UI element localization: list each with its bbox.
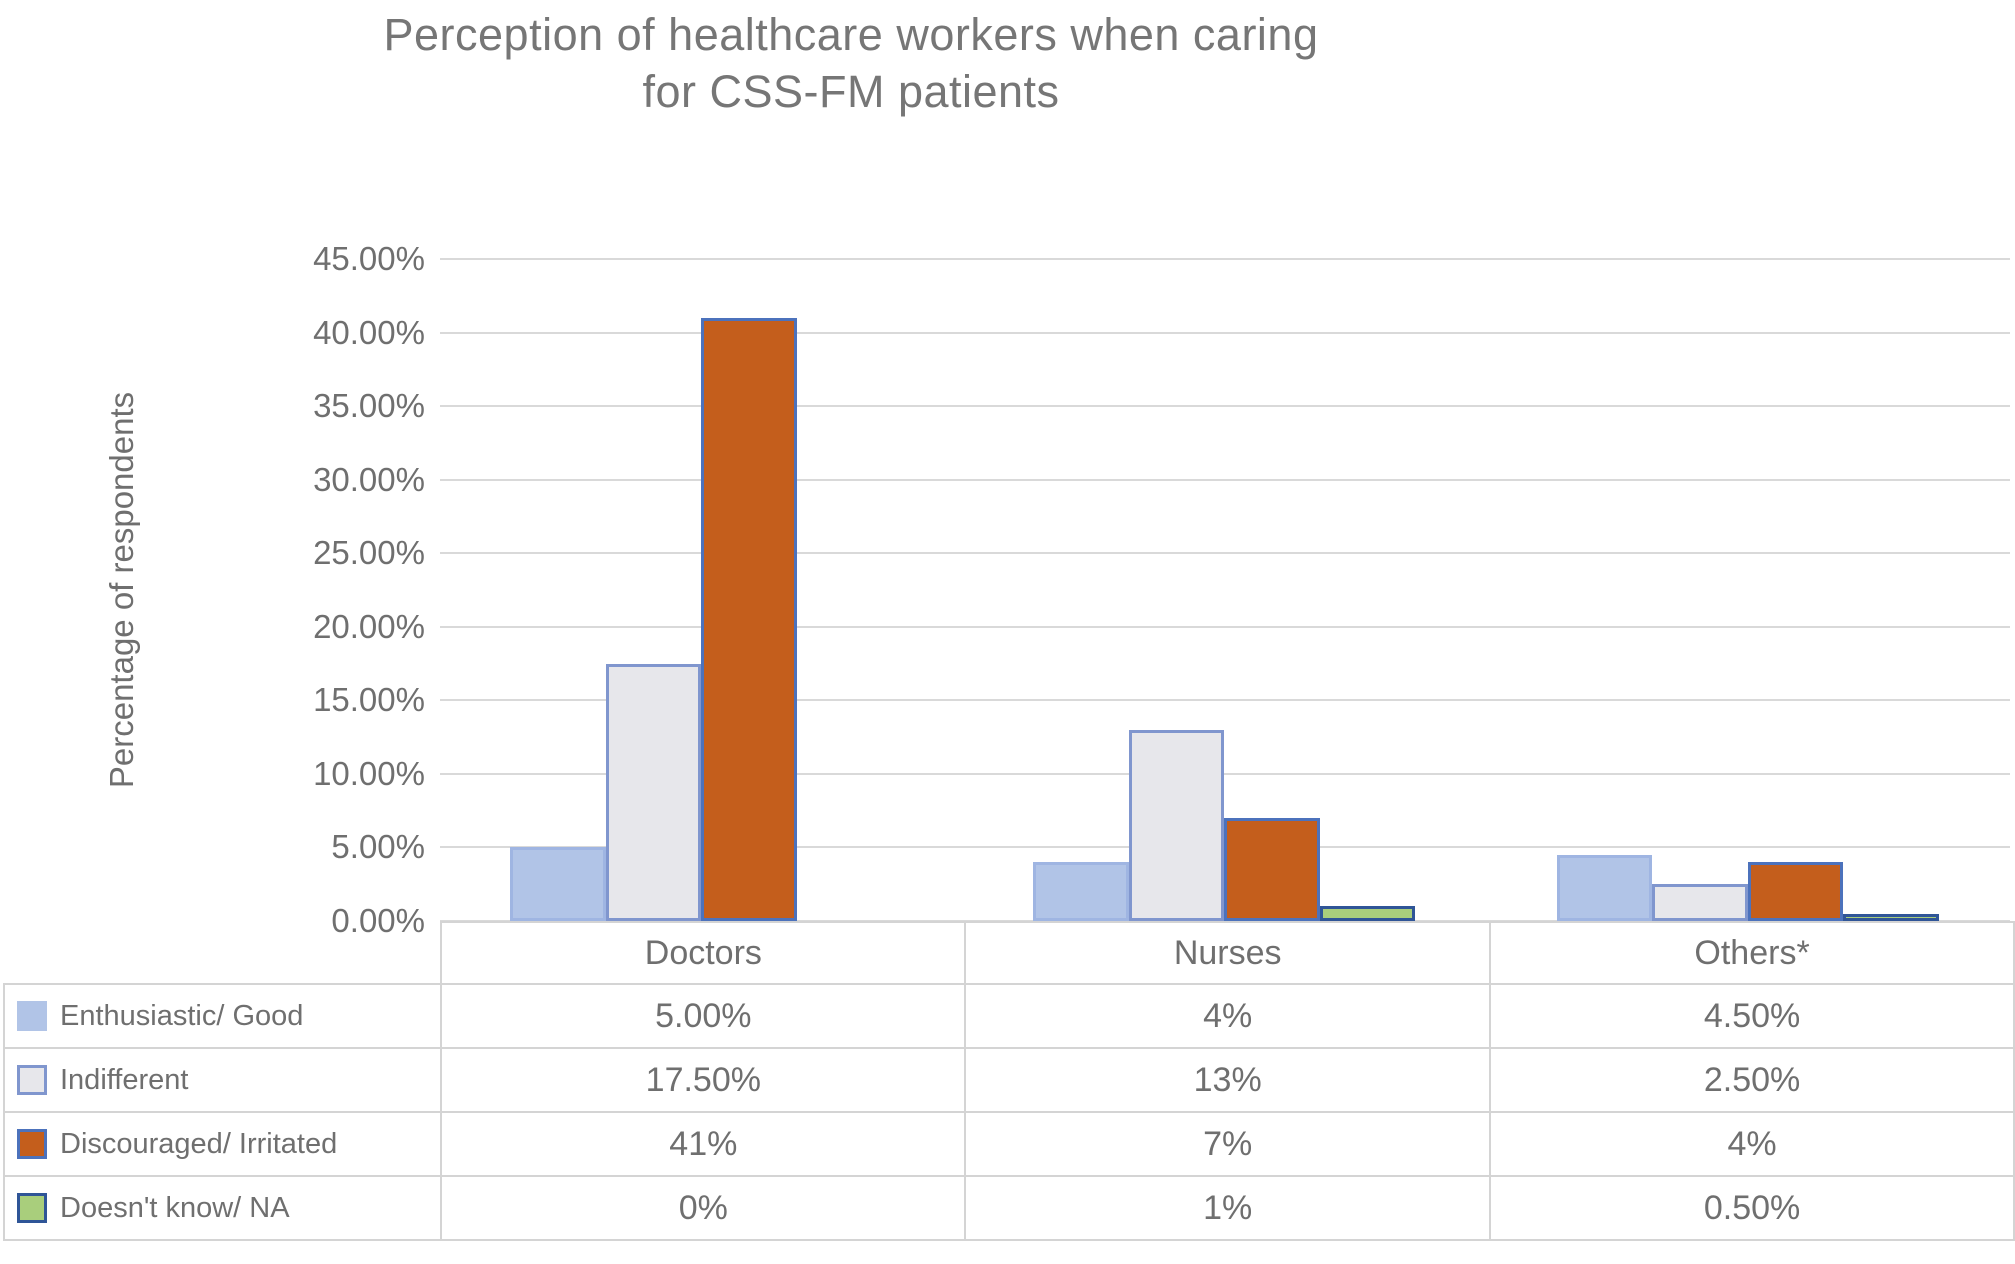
plot-area — [440, 258, 2010, 922]
legend-swatch-icon — [17, 1129, 47, 1159]
bar-doctors-series-2 — [701, 317, 797, 921]
gridline — [440, 331, 2010, 334]
legend-entry: Discouraged/ Irritated — [5, 1128, 440, 1161]
bar-others-series-1 — [1652, 884, 1748, 921]
bar-nurses-series-0 — [1033, 862, 1129, 921]
legend-swatch-icon — [17, 1001, 47, 1031]
legend-entry: Doesn't know/ NA — [5, 1192, 440, 1225]
gridline — [440, 552, 2010, 555]
category-header-nurses: Nurses — [964, 921, 1492, 985]
table-row-series-1: Indifferent 17.50% 13% 2.50% — [2, 1047, 2015, 1113]
data-table-body: Doctors Nurses Others* Enthusiastic/ Good 5.… — [2, 921, 2015, 1241]
chart-title: Perception of healthcare workers when ca… — [0, 6, 1702, 120]
y-tick-label: 10.00% — [313, 754, 425, 792]
legend-label: Discouraged/ Irritated — [60, 1127, 338, 1160]
y-tick-label: 0.00% — [331, 902, 425, 939]
bar-nurses-series-1 — [1128, 729, 1225, 921]
legend-swatch-icon — [17, 1193, 47, 1223]
value-cell: 0% — [440, 1175, 967, 1241]
y-tick-label: 45.00% — [313, 240, 425, 277]
bar-doctors-series-0 — [510, 847, 606, 921]
bar-nurses-series-2 — [1224, 818, 1320, 921]
bar-others-series-2 — [1747, 862, 1844, 921]
legend-cell-series-1: Indifferent — [2, 1047, 443, 1113]
data-table: Doctors Nurses Others* Enthusiastic/ Good 5.… — [2, 921, 2015, 1241]
value-cell: 4% — [964, 983, 1492, 1049]
y-tick-label: 30.00% — [313, 460, 425, 498]
gridline — [440, 478, 2010, 481]
value-cell: 5.00% — [440, 983, 967, 1049]
table-header-row: Doctors Nurses Others* — [4, 921, 2015, 985]
y-tick-label: 20.00% — [313, 607, 425, 645]
chart-title-line-2: for CSS-FM patients — [642, 66, 1060, 117]
legend-entry: Enthusiastic/ Good — [5, 1000, 440, 1033]
table-row-series-0: Enthusiastic/ Good 5.00% 4% 4.50% — [2, 983, 2015, 1049]
bar-nurses-series-3 — [1319, 906, 1416, 921]
category-header-others: Others* — [1489, 921, 2015, 985]
legend-label: Enthusiastic/ Good — [60, 999, 304, 1032]
value-cell: 1% — [964, 1175, 1492, 1241]
gridline — [440, 258, 2010, 260]
category-header-doctors: Doctors — [440, 921, 967, 985]
table-corner-cell — [4, 922, 441, 984]
gridline — [440, 405, 2010, 408]
y-tick-label: 15.00% — [313, 681, 425, 719]
gridline — [440, 625, 2010, 628]
legend-cell-series-0: Enthusiastic/ Good — [2, 983, 443, 1049]
table-row-series-3: Doesn't know/ NA 0% 1% 0.50% — [2, 1175, 2015, 1241]
value-cell: 17.50% — [440, 1047, 967, 1113]
value-cell: 41% — [440, 1111, 967, 1177]
legend-swatch-icon — [17, 1065, 47, 1095]
value-cell: 0.50% — [1489, 1175, 2015, 1241]
y-tick-label: 5.00% — [331, 828, 425, 866]
bar-others-series-3 — [1843, 913, 1939, 921]
bar-doctors-series-1 — [605, 663, 702, 921]
y-axis-title: Percentage of respondents — [103, 391, 140, 789]
y-tick-label: 25.00% — [313, 534, 425, 572]
value-cell: 13% — [964, 1047, 1492, 1113]
value-cell: 7% — [964, 1111, 1492, 1177]
value-cell: 4.50% — [1489, 983, 2015, 1049]
gridline — [440, 920, 2010, 922]
table-row-series-2: Discouraged/ Irritated 41% 7% 4% — [2, 1111, 2015, 1177]
gridline — [440, 772, 2010, 775]
y-tick-label: 40.00% — [313, 313, 425, 351]
legend-label: Doesn't know/ NA — [60, 1191, 290, 1224]
value-cell: 2.50% — [1489, 1047, 2015, 1113]
value-cell: 4% — [1489, 1111, 2015, 1177]
legend-cell-series-3: Doesn't know/ NA — [2, 1175, 443, 1241]
y-tick-label: 35.00% — [313, 387, 425, 425]
legend-cell-series-2: Discouraged/ Irritated — [2, 1111, 443, 1177]
chart-title-line-1: Perception of healthcare workers when ca… — [383, 9, 1319, 60]
legend-entry: Indifferent — [5, 1064, 440, 1097]
gridline — [440, 699, 2010, 702]
legend-label: Indifferent — [60, 1063, 189, 1096]
bar-others-series-0 — [1556, 854, 1653, 921]
